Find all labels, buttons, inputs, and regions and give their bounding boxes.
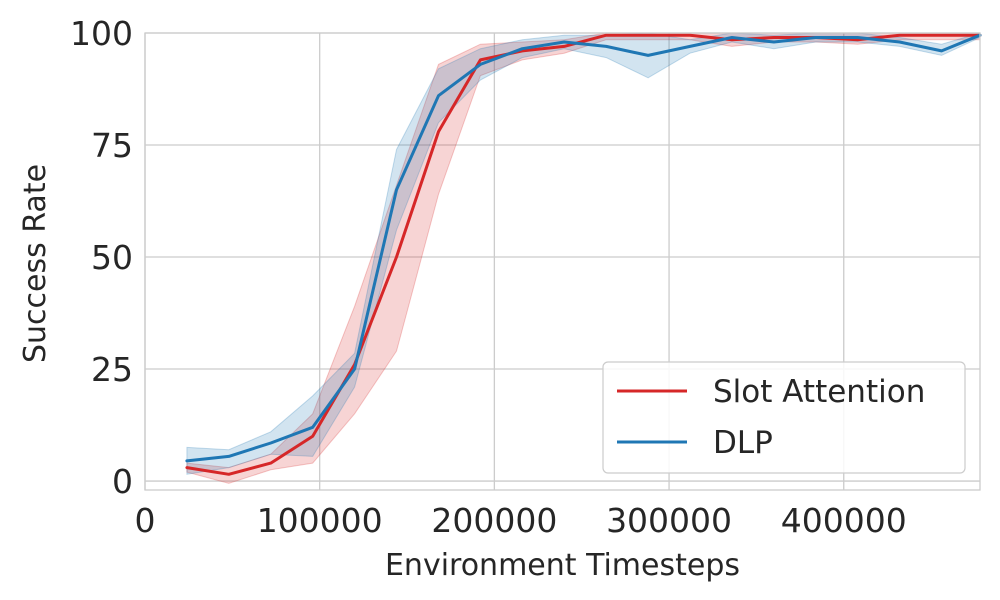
legend-label-slot-attention: Slot Attention (713, 374, 925, 410)
y-tick-label-3: 75 (91, 126, 133, 165)
y-tick-label-4: 100 (70, 14, 133, 53)
y-tick-label-2: 50 (91, 238, 133, 277)
x-tick-label-2: 200000 (431, 501, 557, 540)
legend-label-dlp: DLP (713, 425, 773, 461)
x-tick-label-3: 300000 (606, 501, 732, 540)
plot-frame (144, 32, 981, 491)
legend: Slot Attention DLP (602, 361, 966, 474)
y-axis-label: Success Rate (18, 164, 53, 363)
x-axis-label: Environment Timesteps (385, 548, 740, 583)
line-dlp (185, 33, 982, 463)
y-tick-label-1: 25 (91, 350, 133, 389)
x-tick-label-0: 0 (135, 501, 156, 540)
x-tick-label-4: 400000 (781, 501, 907, 540)
legend-box (602, 361, 966, 474)
y-axis-ticks: 0 25 50 75 100 (70, 14, 133, 501)
series-lines (185, 33, 982, 476)
y-tick-label-0: 0 (112, 462, 133, 501)
line-slot-attention (185, 33, 982, 476)
x-axis-ticks: 0 100000 200000 300000 400000 (135, 501, 907, 540)
x-tick-label-1: 100000 (257, 501, 383, 540)
